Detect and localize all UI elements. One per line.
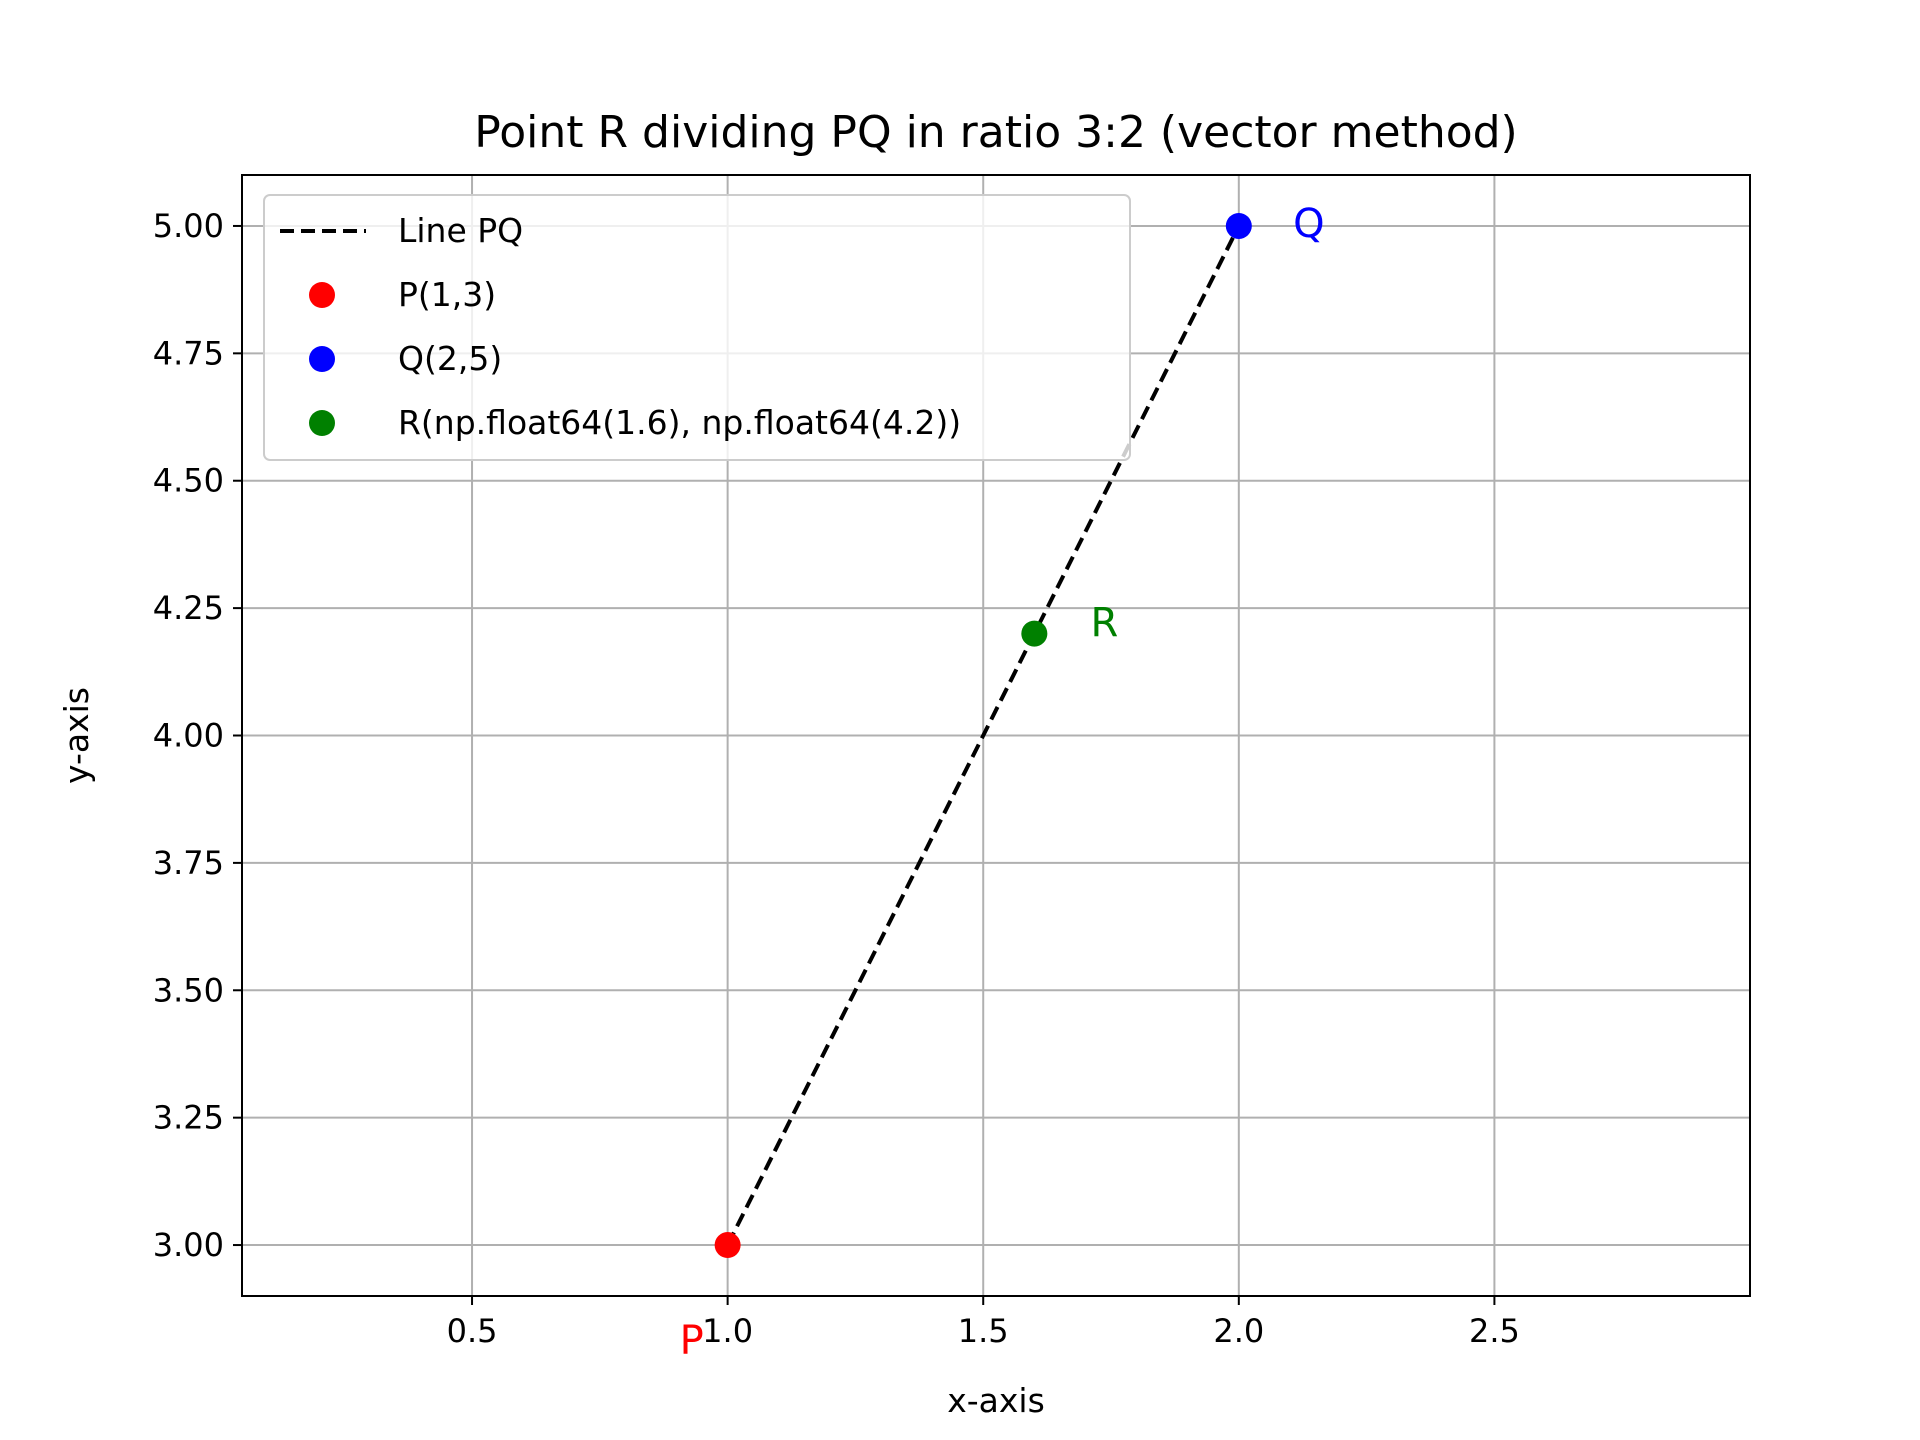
y-tick-label: 3.50 <box>153 971 224 1009</box>
line-pq <box>725 225 1241 1246</box>
x-tick-label: 1.0 <box>702 1312 753 1350</box>
legend-box <box>263 194 1131 461</box>
legend: Line PQ P(1,3) Q(2,5) R(np.float64(1.6), np… <box>263 194 1131 461</box>
legend-entry-line-pq: Line PQ <box>398 211 523 250</box>
point-label-q: Q <box>1293 201 1324 247</box>
point-r <box>1021 620 1048 647</box>
x-axis-label: x-axis <box>947 1381 1045 1420</box>
x-tick-label: 2.5 <box>1469 1312 1520 1350</box>
y-tick-label: 3.75 <box>153 844 224 882</box>
y-tick-label: 4.00 <box>153 717 224 755</box>
point-label-r: R <box>1090 601 1118 647</box>
y-tick-label: 5.00 <box>153 207 224 245</box>
legend-marker-p <box>309 282 335 308</box>
y-tick-label: 4.75 <box>153 334 224 372</box>
legend-marker-r <box>309 410 335 436</box>
point-label-p: P <box>680 1318 704 1364</box>
legend-entry-p: P(1,3) <box>398 275 496 314</box>
legend-marker-q <box>309 346 335 372</box>
point-p <box>714 1232 741 1259</box>
chart-title: Point R dividing PQ in ratio 3:2 (vector… <box>474 107 1517 158</box>
y-tick-label: 3.25 <box>153 1099 224 1137</box>
point-q <box>1225 212 1252 239</box>
y-tick-label: 3.00 <box>153 1226 224 1264</box>
x-tick-label: 1.5 <box>958 1312 1009 1350</box>
y-axis-label: y-axis <box>57 687 96 784</box>
legend-entry-r: R(np.float64(1.6), np.float64(4.2)) <box>398 403 961 442</box>
axis-ticks: 0.5 1.0 1.5 2.0 2.5 3.00 3.25 3.50 3.75 4.00 4.25 4… <box>153 207 1520 1350</box>
y-tick-label: 4.50 <box>153 462 224 500</box>
plot-series: P Q R <box>680 201 1325 1364</box>
legend-entry-q: Q(2,5) <box>398 339 502 378</box>
y-tick-label: 4.25 <box>153 589 224 627</box>
x-tick-label: 2.0 <box>1213 1312 1264 1350</box>
x-tick-label: 0.5 <box>447 1312 498 1350</box>
